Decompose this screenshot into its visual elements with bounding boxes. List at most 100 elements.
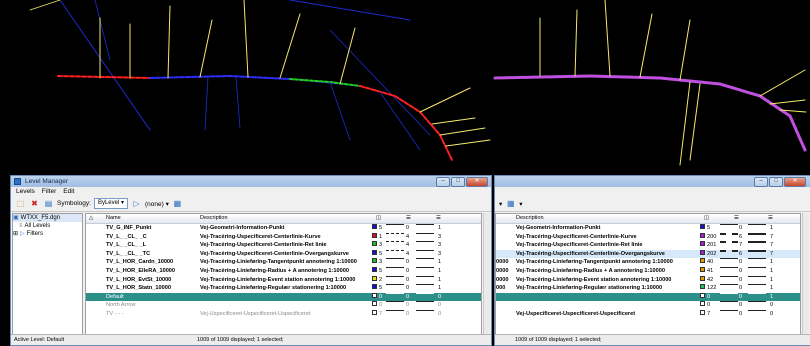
cad-view[interactable] — [0, 0, 810, 170]
level-row[interactable]: TV_L_ _CL_ _TC Vej-Tracéring-Uspecificere… — [86, 249, 481, 259]
tree-item-file[interactable]: ▣ WTXX_F5.dgn — [13, 214, 82, 222]
menu-edit[interactable]: Edit — [63, 188, 75, 195]
minimize-button[interactable]: – — [754, 177, 768, 187]
tree-item-label: All Levels — [24, 223, 51, 229]
color-swatch[interactable] — [372, 301, 377, 307]
delete-icon[interactable]: ✖ — [31, 198, 38, 208]
color-swatch[interactable] — [700, 266, 705, 272]
level-row[interactable]: Vej-Geometri-Information-Punkt 5 0 1 — [496, 224, 800, 233]
column-description[interactable]: Description — [516, 215, 544, 221]
close-button[interactable]: ✕ — [466, 177, 488, 187]
title-bar[interactable]: Level Manager – □ ✕ — [11, 176, 491, 187]
level-row[interactable]: TV_G_INF_Punkt Vej-Geometri-Information-P… — [86, 224, 481, 233]
level-name-fragment: 0000 — [496, 276, 509, 283]
column-weight-icon[interactable]: ☰ — [436, 215, 441, 221]
sort-arrow-icon[interactable]: △ — [89, 215, 94, 221]
column-name[interactable]: Name — [106, 215, 121, 221]
vertical-scrollbar[interactable] — [483, 213, 490, 335]
maximize-button[interactable]: □ — [451, 177, 465, 187]
table-header: △ Name Description ◫ ☰ ☰ — [86, 214, 481, 224]
level-row[interactable]: 0 0 0 — [496, 301, 800, 310]
dropdown-arrow-icon[interactable]: ▾ — [499, 200, 503, 208]
level-row[interactable]: TV_L_ _CL_ _C Vej-Tracéring-Uspecificeret… — [86, 232, 481, 242]
style-number: 0 — [739, 259, 743, 266]
maximize-button[interactable]: □ — [769, 177, 783, 187]
level-icon[interactable]: ▤ — [44, 198, 53, 208]
level-row[interactable]: TV_L_HOR_ElleRA_10000 Vej-Tracéring-Linie… — [86, 266, 481, 276]
color-swatch[interactable] — [700, 309, 705, 315]
color-swatch[interactable] — [700, 301, 705, 307]
column-color-icon[interactable]: ◫ — [376, 215, 382, 221]
column-style-icon[interactable]: ☰ — [734, 215, 739, 221]
column-weight-icon[interactable]: ☰ — [768, 215, 773, 221]
filter-icon[interactable]: ▷ — [133, 198, 140, 208]
filter-select[interactable]: (none) ▾ — [145, 200, 169, 208]
level-name: Default — [106, 293, 124, 300]
menu-bar-right — [495, 187, 810, 196]
level-row[interactable]: Vej-Uspecificeret-Uspecificeret-Uspecifi… — [496, 309, 800, 319]
color-swatch[interactable] — [372, 309, 377, 315]
menu-filter[interactable]: Filter — [41, 188, 57, 195]
level-description: Vej-Geometri-Information-Punkt — [200, 225, 285, 231]
tree-item-all-levels[interactable]: ≡ All Levels — [13, 222, 82, 230]
color-number: 5 — [379, 267, 383, 274]
expand-icon[interactable]: ⊞ — [13, 231, 19, 237]
level-row[interactable]: 000 Vej-Tracéring-Linieføring-Regulær sta… — [496, 284, 800, 293]
minimize-button[interactable]: – — [436, 177, 450, 187]
weight-number: 0 — [438, 302, 442, 309]
level-row[interactable]: North Arrow 0 0 0 — [86, 301, 481, 310]
level-row[interactable]: 0000 Vej-Tracéring-Linieføring-Event stat… — [496, 275, 800, 285]
color-swatch[interactable] — [372, 249, 377, 255]
level-row[interactable]: 0000 Vej-Tracéring-Linieføring-Radius + A… — [496, 266, 800, 276]
symbology-select[interactable]: ByLevel ▾ — [93, 198, 129, 209]
level-row[interactable]: Vej-Tracéring-Uspecificeret-Centerlinie-… — [496, 241, 800, 250]
title-bar-right[interactable]: – □ ✕ — [495, 176, 810, 187]
level-row[interactable]: TV_L_ _CL_ _L Vej-Tracéring-Uspecificeret… — [86, 241, 481, 250]
edit-filter-icon[interactable]: ▦ — [506, 198, 515, 208]
color-swatch[interactable] — [372, 284, 377, 290]
line-style-sample — [386, 241, 404, 243]
color-swatch[interactable] — [372, 266, 377, 272]
line-style-sample — [748, 249, 766, 252]
tree-item-filters[interactable]: ⊞ ▷ Filters — [13, 230, 82, 238]
symbology-label: Symbology: — [57, 200, 91, 207]
level-table-right: Description ◫ ☰ ☰ Vej-Geometri-Informati… — [495, 213, 801, 335]
color-swatch[interactable] — [372, 275, 377, 281]
level-row[interactable]: TV - - - Vej-Uspecificeret-Uspecificeret-… — [86, 309, 481, 319]
close-button[interactable]: ✕ — [784, 177, 806, 187]
color-number: 7 — [707, 310, 711, 317]
dropdown-arrow-icon[interactable]: ▾ — [519, 200, 523, 208]
color-swatch[interactable] — [700, 224, 705, 229]
color-swatch[interactable] — [700, 241, 705, 247]
color-swatch[interactable] — [700, 232, 705, 238]
level-name: TV_G_INF_Punkt — [106, 225, 152, 231]
new-level-icon[interactable]: ⬚ — [16, 198, 25, 208]
color-swatch[interactable] — [372, 224, 377, 229]
level-row[interactable]: Vej-Tracéring-Uspecificeret-Centerlinie-… — [496, 249, 800, 259]
color-swatch[interactable] — [700, 284, 705, 290]
level-row[interactable]: 0000 Vej-Tracéring-Linieføring-Tangentpun… — [496, 258, 800, 267]
level-row[interactable]: Vej-Tracéring-Uspecificeret-Centerlinie-… — [496, 232, 800, 242]
color-swatch[interactable] — [700, 249, 705, 255]
edit-filter-icon[interactable]: ▦ — [173, 198, 182, 208]
column-style-icon[interactable]: ☰ — [406, 215, 411, 221]
level-row[interactable]: 0 0 1 — [496, 292, 800, 302]
color-swatch[interactable] — [372, 258, 377, 264]
style-number: 0 — [406, 225, 410, 231]
color-swatch[interactable] — [700, 275, 705, 281]
color-swatch[interactable] — [372, 232, 377, 238]
menu-levels[interactable]: Levels — [16, 188, 35, 195]
color-swatch[interactable] — [700, 258, 705, 264]
color-swatch[interactable] — [700, 292, 705, 298]
level-row[interactable]: TV_L_HOR_EvtSt_10000 Vej-Tracéring-Linief… — [86, 275, 481, 285]
vertical-scrollbar-right[interactable] — [802, 213, 809, 335]
level-row[interactable]: Default 0 0 0 — [86, 292, 481, 302]
color-swatch[interactable] — [372, 292, 377, 298]
column-color-icon[interactable]: ◫ — [704, 215, 710, 221]
line-style-sample — [720, 275, 738, 277]
level-row[interactable]: TV_L_HOR_Statn_10000 Vej-Tracéring-Linief… — [86, 284, 481, 293]
color-swatch[interactable] — [372, 241, 377, 247]
window-controls-right: – □ ✕ — [754, 177, 806, 187]
column-description[interactable]: Description — [200, 215, 228, 221]
level-row[interactable]: TV_L_HOR_Cardn_10000 Vej-Tracéring-Linief… — [86, 258, 481, 267]
